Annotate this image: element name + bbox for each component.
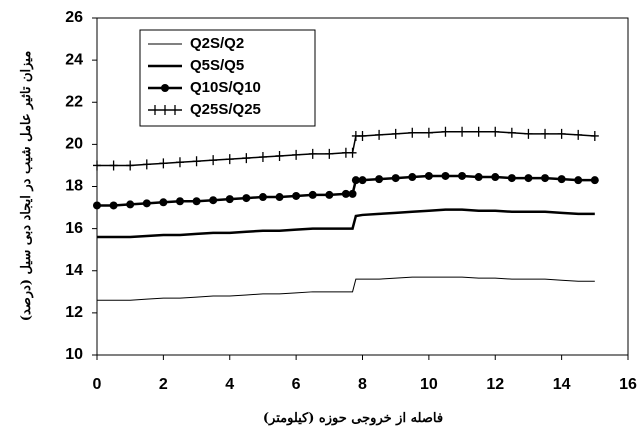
point bbox=[225, 154, 234, 165]
point bbox=[351, 176, 360, 185]
point bbox=[375, 129, 384, 140]
legend-marker bbox=[161, 84, 169, 92]
point bbox=[175, 197, 184, 206]
x-tick-label: 12 bbox=[486, 376, 504, 393]
point bbox=[590, 130, 599, 141]
point bbox=[109, 160, 118, 171]
point bbox=[126, 160, 135, 171]
legend-label: Q2S/Q2 bbox=[190, 35, 244, 52]
y-tick-label: 10 bbox=[65, 346, 83, 363]
x-tick-label: 0 bbox=[93, 376, 102, 393]
point bbox=[175, 157, 184, 168]
point bbox=[541, 128, 550, 139]
point bbox=[491, 126, 500, 137]
point bbox=[557, 175, 566, 184]
y-tick-label: 12 bbox=[65, 304, 83, 321]
point bbox=[225, 195, 234, 204]
point bbox=[192, 197, 201, 206]
point bbox=[574, 129, 583, 140]
point bbox=[424, 127, 433, 138]
point bbox=[192, 156, 201, 167]
point bbox=[441, 126, 450, 137]
point bbox=[358, 130, 367, 141]
point bbox=[292, 191, 301, 200]
x-tick-label: 2 bbox=[159, 376, 168, 393]
point bbox=[391, 174, 400, 183]
point bbox=[142, 159, 151, 170]
y-tick-label: 16 bbox=[65, 220, 83, 237]
point bbox=[292, 149, 301, 160]
point bbox=[159, 198, 168, 207]
point bbox=[126, 200, 135, 209]
point bbox=[441, 171, 450, 180]
y-tick-label: 20 bbox=[65, 136, 83, 153]
point bbox=[590, 176, 599, 185]
y-tick-label: 18 bbox=[65, 178, 83, 195]
point bbox=[275, 193, 284, 202]
point bbox=[109, 201, 118, 210]
point bbox=[242, 194, 251, 203]
point bbox=[341, 189, 350, 198]
x-tick-label: 16 bbox=[619, 376, 637, 393]
point bbox=[491, 173, 500, 182]
point bbox=[541, 174, 550, 183]
point bbox=[308, 148, 317, 159]
y-tick-label: 26 bbox=[65, 9, 83, 26]
point bbox=[474, 126, 483, 137]
point bbox=[574, 176, 583, 185]
point bbox=[348, 189, 357, 198]
point bbox=[524, 174, 533, 183]
point bbox=[308, 190, 317, 199]
point bbox=[209, 155, 218, 166]
point bbox=[275, 150, 284, 161]
series-line bbox=[97, 208, 595, 239]
legend-label: Q25S/Q25 bbox=[190, 101, 261, 118]
point bbox=[507, 127, 516, 138]
x-tick-label: 4 bbox=[225, 376, 234, 393]
point bbox=[408, 173, 417, 182]
x-axis-label: فاصله از خروجی حوزه (کیلومتر) bbox=[263, 411, 443, 426]
point bbox=[159, 158, 168, 169]
point bbox=[458, 126, 467, 137]
point bbox=[524, 128, 533, 139]
point bbox=[408, 127, 417, 138]
point bbox=[258, 193, 267, 202]
point bbox=[358, 176, 367, 185]
point bbox=[209, 196, 218, 205]
y-tick-label: 14 bbox=[65, 262, 83, 279]
point bbox=[348, 147, 357, 158]
y-tick-label: 22 bbox=[65, 93, 83, 110]
legend-label: Q5S/Q5 bbox=[190, 57, 244, 74]
point bbox=[557, 128, 566, 139]
point bbox=[391, 128, 400, 139]
point bbox=[474, 173, 483, 182]
point bbox=[375, 175, 384, 184]
legend-marker bbox=[154, 105, 176, 115]
series-line bbox=[97, 276, 595, 301]
point bbox=[142, 199, 151, 208]
point bbox=[242, 153, 251, 164]
point bbox=[93, 201, 101, 210]
x-tick-label: 6 bbox=[292, 376, 301, 393]
point bbox=[325, 148, 334, 159]
x-tick-label: 8 bbox=[358, 376, 367, 393]
y-tick-label: 24 bbox=[65, 51, 83, 68]
x-tick-label: 10 bbox=[420, 376, 438, 393]
point bbox=[93, 160, 101, 171]
x-tick-label: 14 bbox=[553, 376, 571, 393]
point bbox=[507, 174, 516, 183]
legend: Q2S/Q2 Q5S/Q5 Q10S/Q10 Q25S/Q25 bbox=[139, 29, 316, 127]
point bbox=[458, 171, 467, 180]
point bbox=[424, 171, 433, 180]
y-axis-label: میزان تاثیر عامل شیب در ایجاد دبی سیل (د… bbox=[19, 51, 34, 321]
point bbox=[325, 190, 334, 199]
legend-label: Q10S/Q10 bbox=[190, 79, 261, 96]
point bbox=[258, 152, 267, 163]
